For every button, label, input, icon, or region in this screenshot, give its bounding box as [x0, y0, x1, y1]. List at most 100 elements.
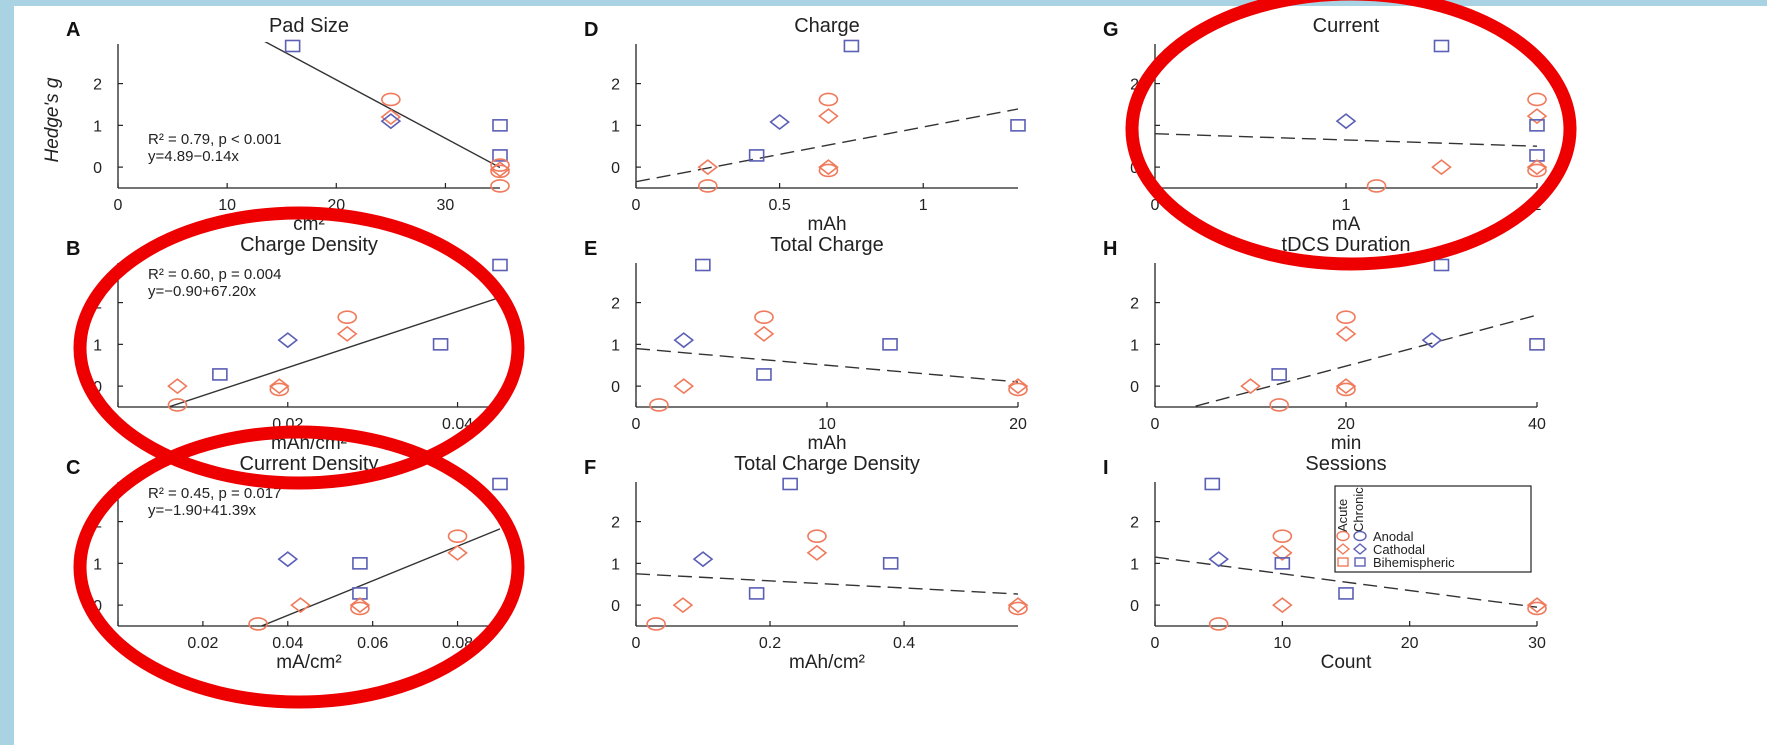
marker-square-chronic — [1433, 258, 1450, 272]
marker-circle-acute — [167, 398, 188, 412]
y-tick-label: 1 — [1130, 556, 1139, 573]
regression-annotation: y=4.89−0.14x — [148, 148, 239, 165]
regression-line-dashed — [1155, 133, 1537, 147]
y-tick-label: 0 — [1130, 598, 1139, 615]
y-tick-label: 2 — [1130, 77, 1139, 94]
marker-circle-acute — [1008, 601, 1028, 616]
marker-diamond-acute — [753, 325, 775, 342]
y-tick-label: 1 — [93, 118, 102, 135]
panel-letter: A — [66, 19, 80, 41]
legend-marker-circle — [1353, 530, 1367, 542]
y-tick-label: 1 — [93, 337, 102, 354]
y-tick-label: 0 — [611, 598, 620, 615]
marker-diamond-acute — [1335, 325, 1357, 342]
marker-diamond-acute — [673, 378, 695, 395]
panel-title: Total Charge Density — [734, 453, 920, 475]
panel-letter: B — [66, 238, 80, 260]
marker-square-chronic — [492, 149, 508, 162]
regression-line-dashed — [636, 108, 1018, 183]
marker-diamond-acute — [806, 544, 828, 561]
legend-marker-diamond — [1335, 543, 1351, 555]
panel-title: Current — [1313, 15, 1380, 37]
marker-square-chronic — [748, 149, 765, 162]
highlight-ellipse-B — [73, 206, 525, 490]
x-tick-label: 0 — [1151, 197, 1160, 214]
marker-circle-acute — [698, 179, 718, 193]
marker-square-chronic — [843, 39, 860, 53]
marker-circle-acute — [490, 164, 510, 179]
panel-letter: F — [584, 457, 596, 479]
marker-diamond-acute — [380, 108, 402, 126]
x-tick-label: 30 — [437, 197, 455, 214]
y-tick-label: 1 — [1130, 337, 1139, 354]
x-tick-label: 0 — [632, 635, 641, 652]
x-tick-label: 1 — [919, 197, 928, 214]
regression-annotation: R² = 0.45, p = 0.017 — [148, 485, 281, 502]
marker-square-chronic — [1529, 338, 1545, 351]
marker-square-chronic — [756, 368, 772, 381]
legend-label: Cathodal — [1373, 542, 1425, 557]
marker-square-chronic — [748, 587, 765, 600]
marker-diamond-chronic — [673, 332, 695, 349]
marker-diamond-chronic — [769, 113, 790, 131]
marker-diamond-acute — [1335, 378, 1357, 395]
y-tick-label: 0 — [1130, 379, 1139, 396]
marker-square-chronic — [1010, 119, 1026, 132]
marker-circle-acute — [269, 382, 290, 397]
x-tick-label: 0.06 — [357, 635, 388, 652]
marker-diamond-acute — [349, 597, 371, 614]
marker-square-chronic — [882, 338, 898, 351]
y-tick-label: 2 — [611, 77, 620, 94]
marker-circle-acute — [807, 529, 827, 544]
legend-label: Anodal — [1373, 529, 1414, 544]
y-tick-label: 0 — [93, 160, 102, 177]
y-tick-label: 0 — [611, 160, 620, 177]
x-tick-label: 10 — [218, 197, 236, 214]
marker-diamond-acute — [268, 378, 290, 395]
marker-diamond-acute — [1526, 159, 1548, 176]
marker-square-chronic — [1529, 119, 1545, 132]
marker-circle-acute — [337, 310, 358, 325]
marker-diamond-acute — [672, 597, 694, 614]
marker-diamond-acute — [697, 159, 719, 176]
x-tick-label: 0.4 — [893, 635, 915, 652]
panel-D: Charge D 0 1 2 0 0.5 1 mAh — [584, 15, 1026, 235]
marker-diamond-chronic — [1421, 332, 1443, 349]
marker-circle-acute — [381, 92, 401, 107]
panel-title: tDCS Duration — [1282, 234, 1411, 256]
x-axis-label: Count — [1321, 652, 1372, 673]
legend-marker-square — [1354, 557, 1366, 567]
marker-circle-acute — [350, 601, 370, 616]
panel-letter: I — [1103, 457, 1109, 479]
panel-title: Sessions — [1305, 453, 1386, 475]
marker-square-chronic — [882, 557, 899, 570]
regression-line-dashed — [1189, 314, 1537, 407]
x-tick-label: 30 — [1528, 635, 1546, 652]
marker-diamond-acute — [336, 325, 358, 342]
marker-circle-acute — [1272, 529, 1293, 544]
legend-col-acute: Acute — [1335, 499, 1350, 532]
marker-diamond-acute — [1272, 597, 1293, 614]
x-tick-label: 0.5 — [768, 197, 790, 214]
panel-title: Pad Size — [269, 15, 349, 37]
marker-diamond-chronic — [380, 113, 402, 130]
marker-square-chronic — [1271, 368, 1287, 381]
x-axis-label: mAh — [807, 214, 846, 235]
panel-title: Charge Density — [240, 234, 378, 256]
y-tick-label: 2 — [1130, 296, 1139, 313]
panel-letter: E — [584, 238, 597, 260]
marker-square-chronic — [492, 119, 508, 132]
marker-square-chronic — [782, 477, 798, 491]
x-axis-label: mAh/cm² — [789, 652, 865, 673]
marker-diamond-acute — [1007, 378, 1029, 395]
regression-annotation: y=−1.90+41.39x — [148, 502, 257, 519]
marker-square-chronic — [1433, 39, 1450, 53]
regression-annotation: R² = 0.79, p < 0.001 — [148, 131, 281, 148]
marker-diamond-acute — [1272, 544, 1293, 561]
panel-title: Total Charge — [770, 234, 883, 256]
marker-diamond-acute — [1526, 108, 1548, 125]
legend-marker-circle — [1336, 530, 1350, 542]
